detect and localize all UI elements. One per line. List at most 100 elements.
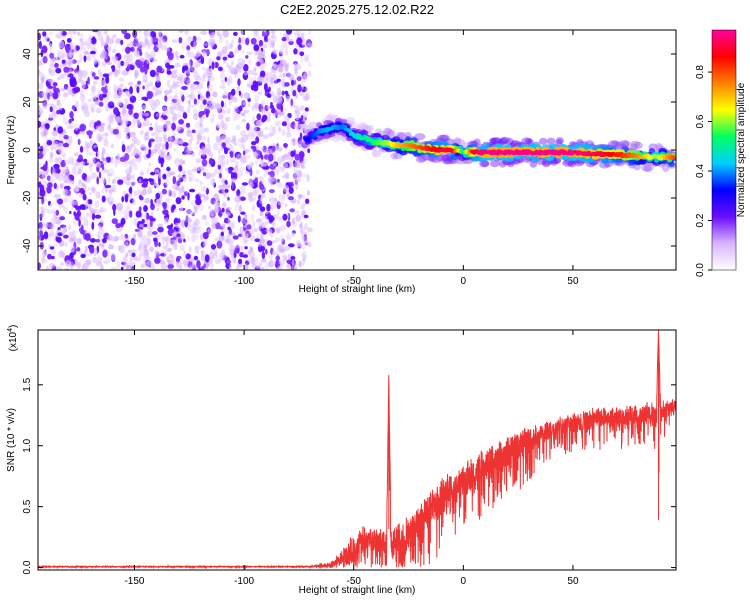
noise-blob (299, 105, 305, 112)
noise-blob (148, 99, 155, 107)
noise-blob (288, 156, 294, 161)
noise-blob (81, 101, 87, 109)
spectrogram-y-axis: -40 -20 0 20 40 (22, 48, 676, 253)
noise-blob (129, 257, 133, 266)
noise-blob (227, 196, 230, 201)
noise-blob (120, 60, 125, 67)
noise-blob (70, 236, 73, 242)
noise-blob (173, 148, 177, 152)
noise-blob (154, 250, 160, 256)
noise-blob (282, 153, 290, 161)
noise-blob (79, 250, 83, 255)
noise-blob (269, 189, 275, 194)
noise-blob (38, 152, 44, 160)
noise-blob (160, 236, 166, 244)
noise-blob (149, 69, 156, 78)
noise-blob (127, 193, 133, 200)
noise-blob (185, 40, 190, 46)
noise-blob (141, 183, 148, 188)
noise-blob (225, 238, 230, 244)
noise-blob (92, 256, 98, 263)
noise-blob (203, 241, 206, 248)
noise-blob (119, 234, 126, 241)
noise-blob (307, 148, 311, 153)
noise-blob (47, 78, 52, 82)
noise-blob (166, 79, 171, 88)
colorbar-gradient (712, 30, 736, 270)
noise-blob (220, 100, 224, 108)
noise-blob (200, 57, 205, 64)
noise-blob (160, 151, 166, 158)
noise-blob (307, 241, 312, 248)
noise-blob (239, 196, 246, 201)
noise-blob (210, 244, 217, 250)
noise-blob (121, 47, 126, 52)
noise-blob (239, 245, 244, 250)
noise-blob (218, 147, 221, 155)
noise-blob (280, 105, 284, 113)
noise-blob (127, 145, 130, 150)
noise-blob (259, 237, 265, 244)
noise-blob (135, 37, 139, 41)
noise-blob (61, 59, 66, 64)
noise-blob (195, 197, 202, 206)
noise-blob (239, 62, 245, 68)
noise-blob (231, 232, 236, 237)
noise-blob (129, 95, 137, 104)
noise-blob (100, 80, 106, 87)
noise-blob (296, 37, 303, 46)
noise-blob (271, 176, 277, 182)
noise-blob (119, 88, 124, 95)
noise-blob (138, 206, 142, 212)
noise-blob (149, 138, 155, 143)
noise-blob (149, 217, 156, 222)
noise-blob (94, 208, 102, 215)
noise-blob (140, 244, 144, 250)
noise-blob (79, 53, 83, 61)
noise-blob (285, 63, 289, 71)
noise-blob (285, 232, 292, 241)
noise-blob (132, 166, 139, 171)
noise-blob (300, 229, 304, 234)
noise-blob (198, 111, 204, 118)
noise-blob (283, 143, 288, 148)
noise-blob (100, 228, 105, 237)
noise-blob (158, 136, 163, 143)
noise-blob (189, 188, 196, 193)
noise-blob (178, 37, 183, 44)
noise-blob (293, 104, 299, 109)
noise-blob (197, 166, 205, 172)
noise-blob (283, 115, 290, 122)
noise-blob (187, 217, 191, 222)
noise-blob (125, 252, 129, 258)
noise-blob (254, 238, 261, 243)
noise-blob (269, 253, 273, 261)
noise-blob (158, 178, 161, 186)
noise-blob (188, 224, 194, 232)
snr-y-label: SNR (10 * v/v) (6, 408, 17, 472)
noise-blob (300, 115, 304, 121)
noise-blob (301, 32, 305, 37)
y-tick-label: 1.5 (22, 377, 33, 391)
noise-blob (61, 53, 65, 59)
noise-blob (89, 103, 96, 111)
noise-blob (233, 31, 238, 36)
ridge-blob (417, 154, 428, 162)
noise-blob (137, 80, 142, 85)
noise-blob (123, 98, 129, 104)
noise-blob (229, 245, 236, 253)
noise-blob (137, 188, 140, 196)
noise-blob (115, 156, 122, 164)
noise-blob (91, 72, 96, 77)
noise-blob (143, 212, 148, 220)
noise-blob (193, 205, 198, 214)
noise-blob (90, 85, 95, 93)
noise-blob (144, 244, 148, 249)
noise-blob (85, 212, 91, 217)
noise-blob (305, 92, 310, 101)
spectrogram-y-label: Frequency (Hz) (6, 116, 17, 185)
noise-blob (264, 126, 269, 131)
noise-blob (144, 131, 149, 137)
noise-blob (99, 206, 104, 214)
ridge-blob (505, 137, 514, 145)
